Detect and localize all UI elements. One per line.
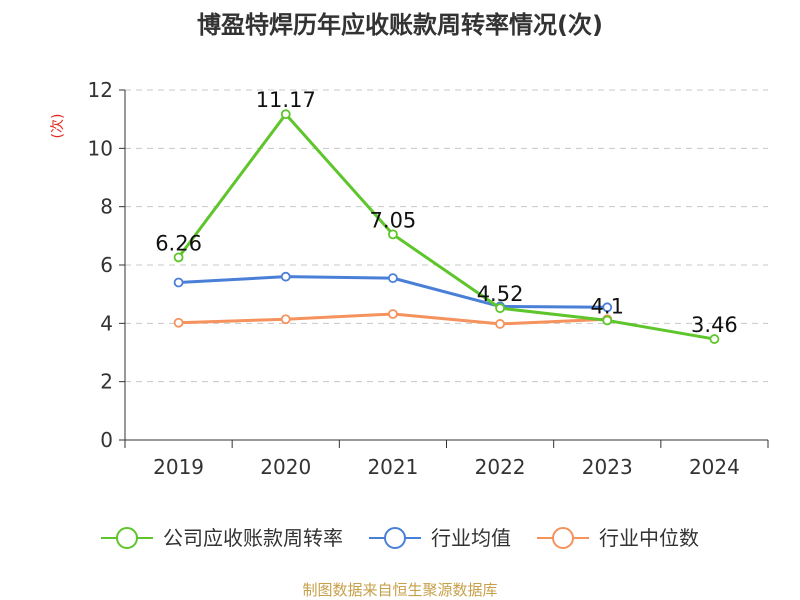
- data-label: 6.26: [155, 231, 202, 255]
- x-tick-label: 2022: [475, 455, 526, 479]
- legend-swatch-marker: [116, 527, 138, 549]
- data-point: [388, 273, 398, 284]
- axes: [119, 89, 769, 448]
- source-note: 制图数据来自恒生聚源数据库: [302, 581, 497, 599]
- data-label: 4.52: [477, 282, 524, 306]
- data-label: 7.05: [370, 208, 417, 232]
- legend-label: 行业中位数: [599, 526, 699, 550]
- legend-swatch-marker: [384, 527, 406, 549]
- legend: 公司应收账款周转率 行业均值 行业中位数: [101, 526, 699, 550]
- legend-label: 公司应收账款周转率: [163, 526, 343, 550]
- data-point: [173, 317, 184, 328]
- legend-item-1[interactable]: 行业均值: [369, 526, 511, 550]
- data-point: [602, 302, 613, 313]
- series-line: [177, 112, 715, 341]
- y-tick-label: 12: [88, 78, 113, 102]
- x-tick-label: 2024: [689, 455, 740, 479]
- x-tick-label: 2021: [367, 455, 418, 479]
- legend-item-0[interactable]: 公司应收账款周转率: [101, 526, 343, 550]
- series-group: [173, 109, 720, 344]
- data-point: [709, 334, 720, 344]
- x-tick-label: 2020: [260, 455, 311, 479]
- data-point: [388, 229, 398, 240]
- legend-swatch-marker: [552, 527, 574, 549]
- y-axis-label: (次): [50, 114, 66, 139]
- data-label: 11.17: [256, 88, 316, 112]
- series-2: [173, 309, 613, 329]
- data-point: [602, 315, 613, 326]
- x-tick-label: 2023: [582, 455, 633, 479]
- data-label: 3.46: [691, 313, 738, 337]
- data-point: [173, 252, 184, 263]
- y-tick-label: 6: [100, 253, 113, 277]
- chart-title: 博盈特焊历年应收账款周转率情况(次): [197, 11, 603, 39]
- y-tick-label: 4: [100, 311, 113, 335]
- data-point: [495, 319, 505, 329]
- y-tick-label: 2: [100, 370, 113, 394]
- legend-label: 行业均值: [431, 526, 511, 550]
- data-point: [280, 109, 291, 120]
- data-point: [495, 303, 505, 314]
- tick-labels: 0 2 4 6 8 10 12 2019 2020 2021 2022 2023 2024: [88, 78, 740, 479]
- x-tick-label: 2019: [153, 455, 204, 479]
- data-point: [173, 277, 184, 288]
- y-tick-label: 10: [88, 136, 113, 160]
- legend-item-2[interactable]: 行业中位数: [537, 526, 699, 550]
- data-label: 4.1: [591, 294, 624, 318]
- grid-lines: [125, 89, 768, 383]
- series-0: [173, 109, 720, 344]
- data-point: [280, 271, 291, 282]
- data-labels: 6.26 11.17 7.05 4.52 4.1 3.46: [155, 88, 738, 337]
- series-1: [173, 271, 613, 313]
- y-tick-label: 8: [100, 195, 113, 219]
- data-point: [388, 309, 398, 319]
- data-point: [280, 314, 291, 325]
- y-tick-label: 0: [100, 428, 113, 452]
